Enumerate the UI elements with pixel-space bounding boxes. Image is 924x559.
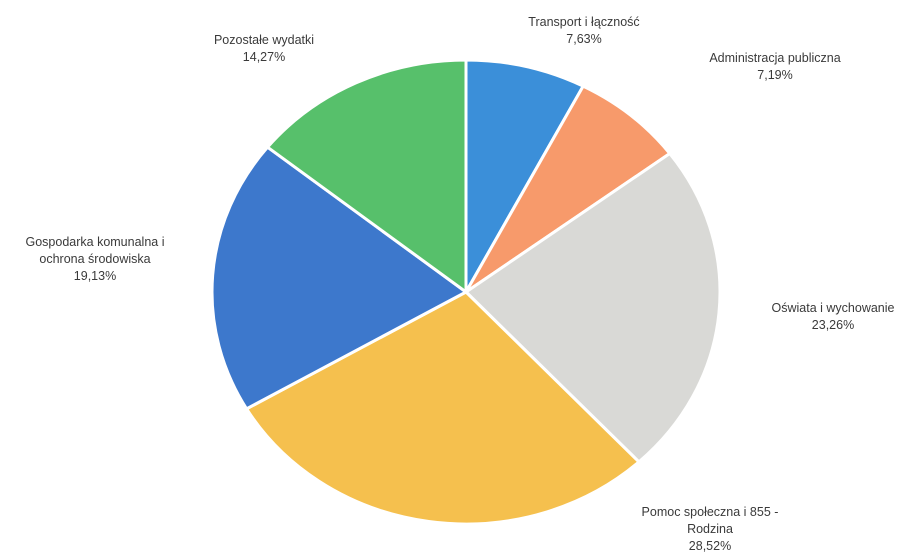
label-administracja: Administracja publiczna 7,19% — [700, 50, 850, 84]
label-transport-percent: 7,63% — [566, 32, 602, 46]
label-transport: Transport i łączność 7,63% — [500, 14, 668, 48]
pie-slice-4 — [210, 145, 469, 411]
pie-slices — [210, 58, 722, 526]
pie-slice-1 — [464, 84, 672, 294]
pie-slice-3 — [244, 290, 642, 526]
label-gospodarka: Gospodarka komunalna i ochrona środowisk… — [14, 234, 176, 285]
pie-slice-0 — [464, 58, 586, 298]
label-oswiata-percent: 23,26% — [811, 318, 855, 332]
label-administracja-name: Administracja publiczna — [709, 51, 841, 65]
pie-slice-2 — [463, 151, 722, 464]
label-gospodarka-percent: 19,13% — [73, 269, 117, 283]
label-administracja-percent: 7,19% — [757, 68, 793, 82]
label-pozostale-name: Pozostałe wydatki — [213, 33, 315, 47]
label-oswiata-name: Oświata i wychowanie — [771, 301, 895, 315]
label-transport-name: Transport i łączność — [528, 15, 640, 29]
label-oswiata: Oświata i wychowanie 23,26% — [744, 300, 922, 334]
pie-slice-5 — [265, 58, 468, 295]
label-pozostale: Pozostałe wydatki 14,27% — [180, 32, 348, 66]
label-gospodarka-name: Gospodarka komunalna i ochrona środowisk… — [25, 235, 165, 266]
label-pomoc: Pomoc społeczna i 855 - Rodzina 28,52% — [640, 504, 780, 555]
label-pozostale-percent: 14,27% — [242, 50, 286, 64]
label-pomoc-name: Pomoc społeczna i 855 - Rodzina — [641, 505, 779, 536]
label-pomoc-percent: 28,52% — [688, 539, 732, 553]
